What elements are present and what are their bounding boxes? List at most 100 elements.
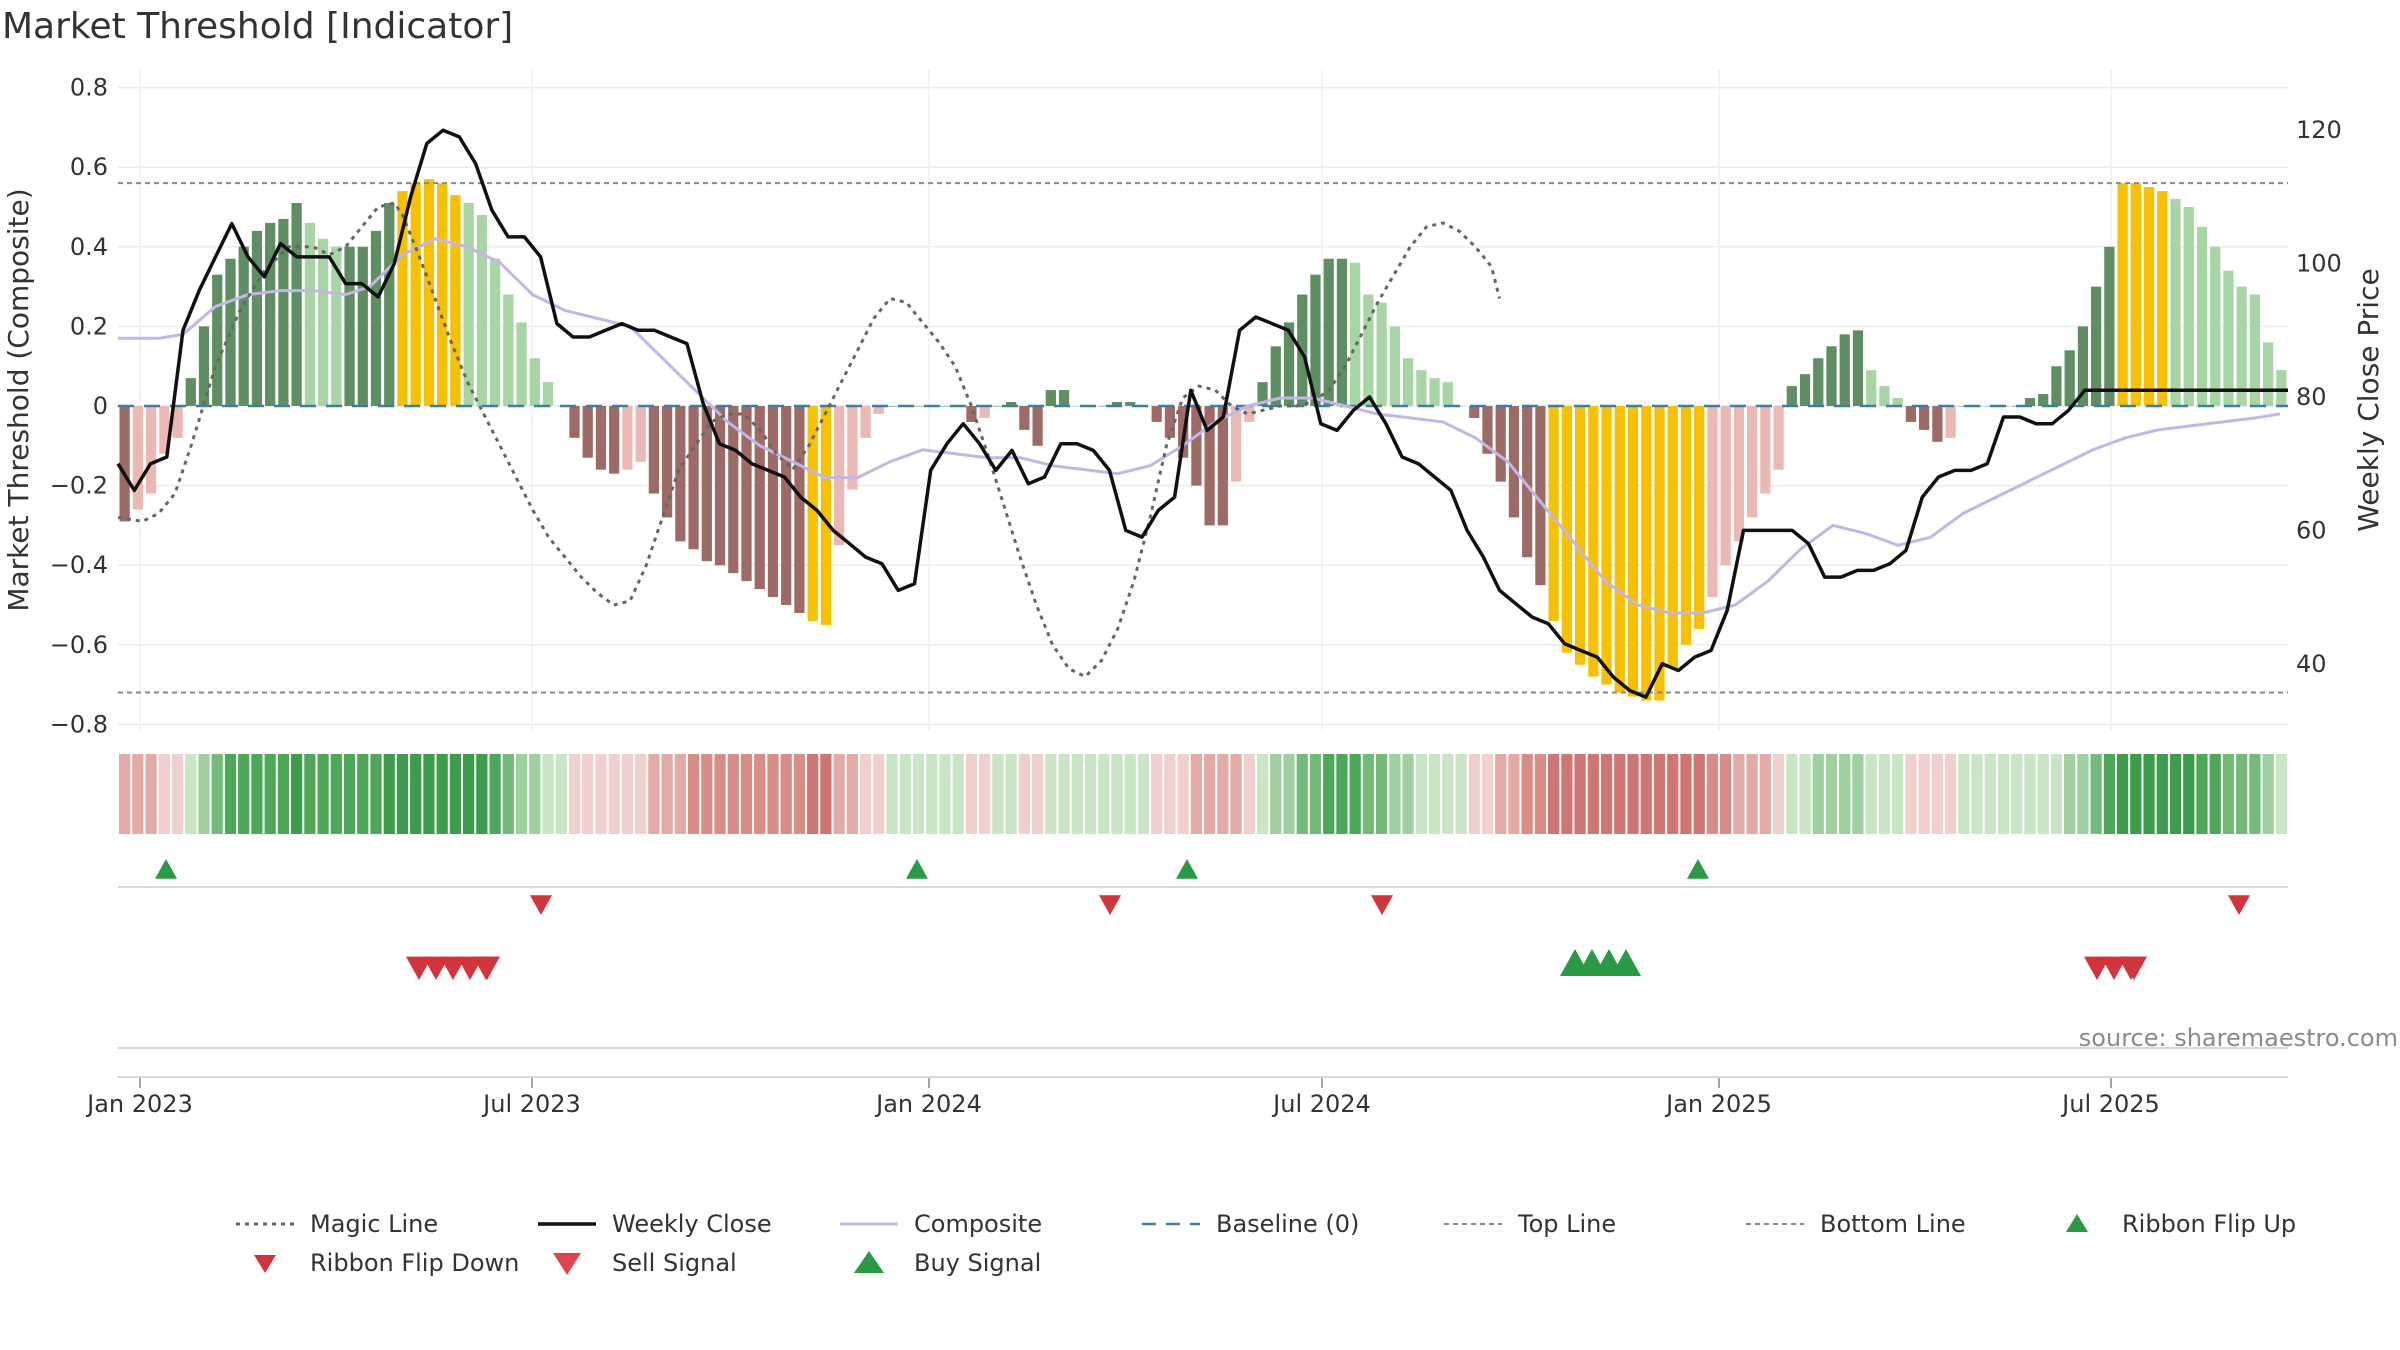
ribbon-cell xyxy=(1521,754,1533,834)
ribbon-cell xyxy=(2090,754,2102,834)
histogram-bar xyxy=(384,203,395,406)
histogram-bar xyxy=(569,406,580,438)
ribbon-cell xyxy=(2103,754,2115,834)
histogram-bar xyxy=(1747,406,1758,518)
ribbon-cell xyxy=(2064,754,2076,834)
ribbon-cell xyxy=(1376,754,1388,834)
histogram-bar xyxy=(992,406,1004,407)
composite-histogram-bars xyxy=(119,179,2287,701)
x-tick-label: Jul 2025 xyxy=(2060,1090,2160,1118)
histogram-bar xyxy=(542,382,554,406)
histogram-bar xyxy=(344,246,355,406)
ribbon-cell xyxy=(436,754,448,834)
histogram-bar xyxy=(2024,398,2036,406)
histogram-bar xyxy=(1283,322,1295,406)
ribbon-cell xyxy=(1878,754,1891,834)
magic-line xyxy=(117,201,1502,679)
histogram-bar xyxy=(1866,370,1877,406)
histogram-bar xyxy=(701,406,712,562)
histogram-bar xyxy=(2104,246,2115,406)
ribbon-cell xyxy=(2116,754,2129,834)
ribbon-cell xyxy=(701,754,713,834)
ribbon-cell xyxy=(1799,754,1811,834)
histogram-bar xyxy=(939,406,951,407)
ribbon-cell xyxy=(1005,754,1017,834)
histogram-bar xyxy=(185,378,196,406)
sell-signal-marker xyxy=(423,956,449,980)
histogram-bar xyxy=(1694,406,1705,629)
histogram-bar xyxy=(1058,390,1070,406)
ribbon-cell xyxy=(132,754,144,834)
histogram-bar xyxy=(225,258,236,406)
histogram-bar xyxy=(489,258,501,406)
histogram-bar xyxy=(159,406,170,454)
series-lines xyxy=(116,128,2288,699)
histogram-bar xyxy=(1402,358,1414,406)
histogram-bar xyxy=(437,183,448,406)
ribbon-cell xyxy=(939,754,951,834)
ribbon-flip-up-marker xyxy=(155,859,177,879)
histogram-bar xyxy=(410,183,421,406)
ribbon-cell xyxy=(211,754,223,834)
histogram-bar xyxy=(1958,406,1969,407)
histogram-bar xyxy=(317,238,329,406)
ribbon-cell xyxy=(304,754,316,834)
histogram-bar xyxy=(331,246,342,406)
ribbon-cell xyxy=(1548,754,1560,834)
ribbon-flip-down-marker xyxy=(2228,895,2250,915)
ribbon-cell xyxy=(1839,754,1851,834)
legend-item: Sell Signal xyxy=(553,1249,737,1277)
histogram-bar xyxy=(1773,406,1784,470)
y-tick-label: −0.2 xyxy=(50,472,108,500)
ribbon-flip-up-marker xyxy=(1176,859,1198,879)
histogram-bar xyxy=(1919,406,1930,430)
y2-tick-label: 80 xyxy=(2296,383,2327,411)
histogram-bar xyxy=(1548,406,1559,621)
ribbon-cell xyxy=(1931,754,1943,834)
x-axis-ticks: Jan 2023 Jul 2023 Jan 2024 Jul 2024 Jan 2025… xyxy=(85,1078,2160,1118)
ribbon-cell xyxy=(2011,754,2023,834)
ribbon-cell xyxy=(1693,754,1705,834)
ribbon-flip-up-marker xyxy=(906,859,928,879)
histogram-bar xyxy=(635,406,646,462)
chart-title: Market Threshold [Indicator] xyxy=(2,6,513,47)
ribbon-cell xyxy=(859,754,872,834)
y2-axis-ticks: 120 100 80 60 40 xyxy=(2296,116,2342,678)
ribbon-cell xyxy=(1151,754,1163,834)
ribbon-cell xyxy=(992,754,1004,834)
ribbon-cell xyxy=(899,754,911,834)
histogram-bar xyxy=(1416,370,1427,406)
histogram-bar xyxy=(1469,406,1480,418)
composite-line xyxy=(118,237,2281,615)
histogram-bar xyxy=(979,406,990,418)
ribbon-cell xyxy=(754,754,766,834)
ribbon-cell xyxy=(1402,754,1414,834)
legend-swatch-flip-down xyxy=(254,1255,276,1273)
histogram-bar xyxy=(688,406,699,550)
ribbon-cell xyxy=(317,754,329,834)
legend-item: Bottom Line xyxy=(1746,1210,1966,1238)
legend-label: Sell Signal xyxy=(612,1249,737,1277)
ribbon-cell xyxy=(2196,754,2208,834)
histogram-bar xyxy=(251,230,263,406)
ribbon-cell xyxy=(1177,754,1189,834)
ribbon-cell xyxy=(1587,754,1599,834)
ribbon-cell xyxy=(1574,754,1586,834)
ribbon-cell xyxy=(264,754,276,834)
ribbon-cell xyxy=(1217,754,1229,834)
ribbon-cell xyxy=(1971,754,1983,834)
ribbon-cell xyxy=(2037,754,2049,834)
ribbon-cell xyxy=(648,754,660,834)
ribbon-cell xyxy=(1706,754,1719,834)
ribbon-cell xyxy=(926,754,938,834)
histogram-bar xyxy=(1072,406,1083,407)
x-tick-label: Jul 2024 xyxy=(1271,1090,1371,1118)
ribbon-cell xyxy=(423,754,435,834)
ribbon-cell xyxy=(1442,754,1454,834)
ribbon-cell xyxy=(608,754,620,834)
histogram-bar xyxy=(1574,406,1586,665)
histogram-bar xyxy=(1019,406,1030,430)
histogram-bar xyxy=(648,406,659,494)
histogram-bar xyxy=(423,179,435,406)
x-tick-label: Jul 2023 xyxy=(481,1090,581,1118)
